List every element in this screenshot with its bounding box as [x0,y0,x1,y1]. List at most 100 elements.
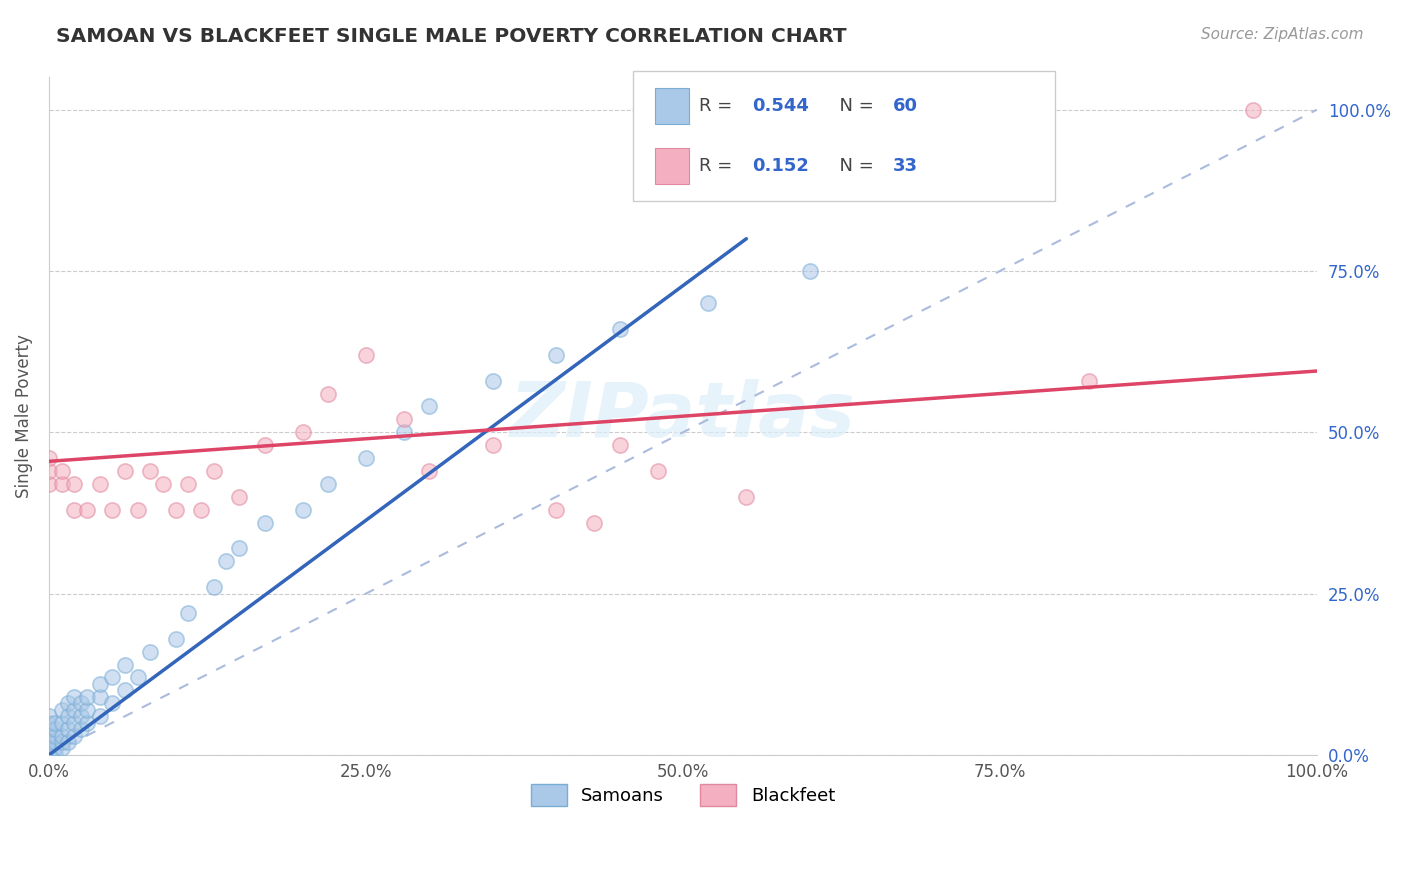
Point [165,632,187,646]
Point [139,464,162,478]
Point [56,735,79,749]
Point [63,729,86,743]
Point [44,747,66,762]
Text: 33: 33 [893,157,918,175]
Y-axis label: Single Male Poverty: Single Male Poverty [15,334,32,498]
Text: N =: N = [828,97,880,115]
Point [38,722,60,736]
Point [316,386,339,401]
Point [177,606,200,620]
Point [38,709,60,723]
Point [89,709,111,723]
Point [63,715,86,730]
Point [1243,103,1265,117]
Point [799,264,821,278]
Point [56,722,79,736]
Point [392,412,415,426]
Point [253,438,276,452]
Point [89,677,111,691]
Text: N =: N = [828,157,880,175]
Point [481,374,503,388]
Point [127,502,149,516]
Point [44,715,66,730]
Point [63,703,86,717]
Point [114,683,136,698]
Point [89,477,111,491]
Point [51,741,73,756]
Point [609,322,631,336]
Point [38,741,60,756]
Point [38,735,60,749]
Point [392,425,415,440]
Point [481,438,503,452]
Point [63,477,86,491]
Point [354,451,377,466]
Text: 0.152: 0.152 [752,157,808,175]
Point [51,703,73,717]
Point [228,541,250,556]
Text: SAMOAN VS BLACKFEET SINGLE MALE POVERTY CORRELATION CHART: SAMOAN VS BLACKFEET SINGLE MALE POVERTY … [56,27,846,45]
Point [139,645,162,659]
Text: R =: R = [699,157,744,175]
Point [354,348,377,362]
Point [177,477,200,491]
Point [291,425,314,440]
Text: ZIPatlas: ZIPatlas [510,379,856,453]
Point [38,747,60,762]
Legend: Samoans, Blackfeet: Samoans, Blackfeet [523,777,842,814]
Point [215,554,238,568]
Point [546,348,568,362]
Point [69,709,91,723]
Point [63,502,86,516]
Point [190,502,212,516]
Text: 60: 60 [893,97,918,115]
Point [316,477,339,491]
Point [76,715,98,730]
Text: Source: ZipAtlas.com: Source: ZipAtlas.com [1201,27,1364,42]
Point [647,464,669,478]
Point [76,502,98,516]
Point [253,516,276,530]
Text: 0.544: 0.544 [752,97,808,115]
Point [44,735,66,749]
Point [51,715,73,730]
Point [51,477,73,491]
Point [63,690,86,704]
Point [546,502,568,516]
Point [101,502,124,516]
Point [697,296,720,310]
Point [69,722,91,736]
Point [583,516,606,530]
Point [69,696,91,710]
Point [51,735,73,749]
Point [418,400,440,414]
Point [38,464,60,478]
Point [56,696,79,710]
Point [44,729,66,743]
Point [38,715,60,730]
Point [44,722,66,736]
Point [1077,374,1099,388]
Point [228,490,250,504]
Point [165,502,187,516]
Point [76,690,98,704]
Point [114,464,136,478]
Point [76,703,98,717]
Point [127,671,149,685]
Point [114,657,136,672]
Point [152,477,174,491]
Point [202,580,225,594]
Text: R =: R = [699,97,738,115]
Point [38,477,60,491]
Point [38,451,60,466]
Point [51,464,73,478]
Point [101,696,124,710]
Point [38,729,60,743]
Point [51,729,73,743]
Point [38,735,60,749]
Point [609,438,631,452]
Point [101,671,124,685]
Point [291,502,314,516]
Point [44,741,66,756]
Point [89,690,111,704]
